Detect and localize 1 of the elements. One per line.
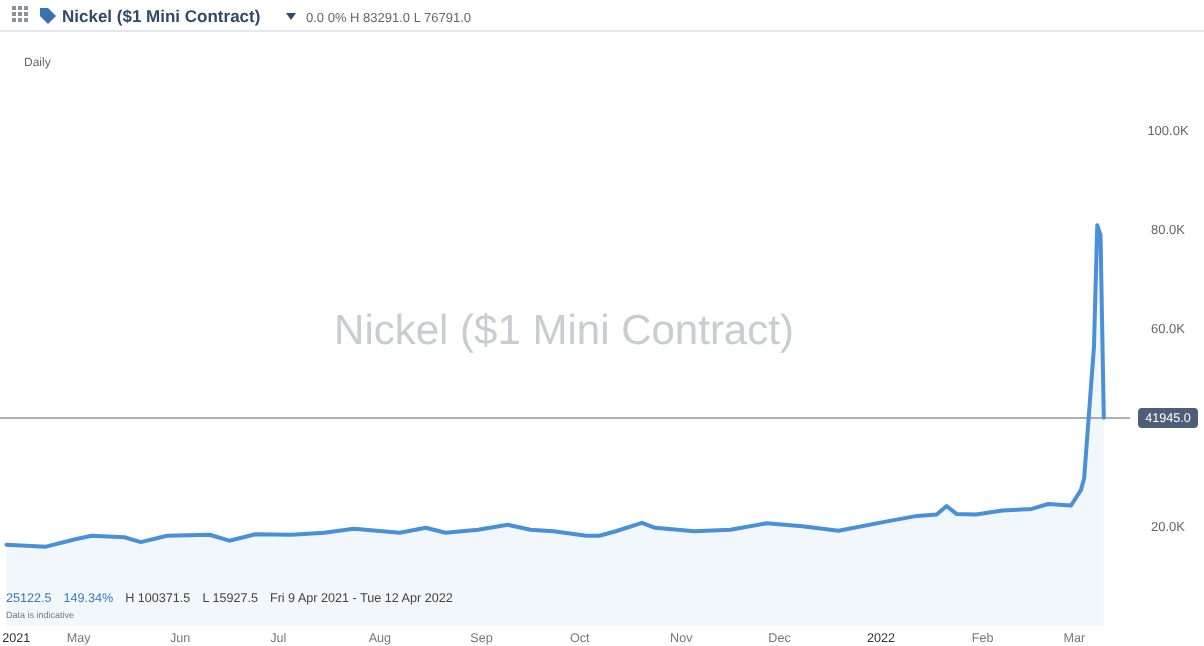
chart-title: Nickel ($1 Mini Contract) [62, 6, 261, 26]
